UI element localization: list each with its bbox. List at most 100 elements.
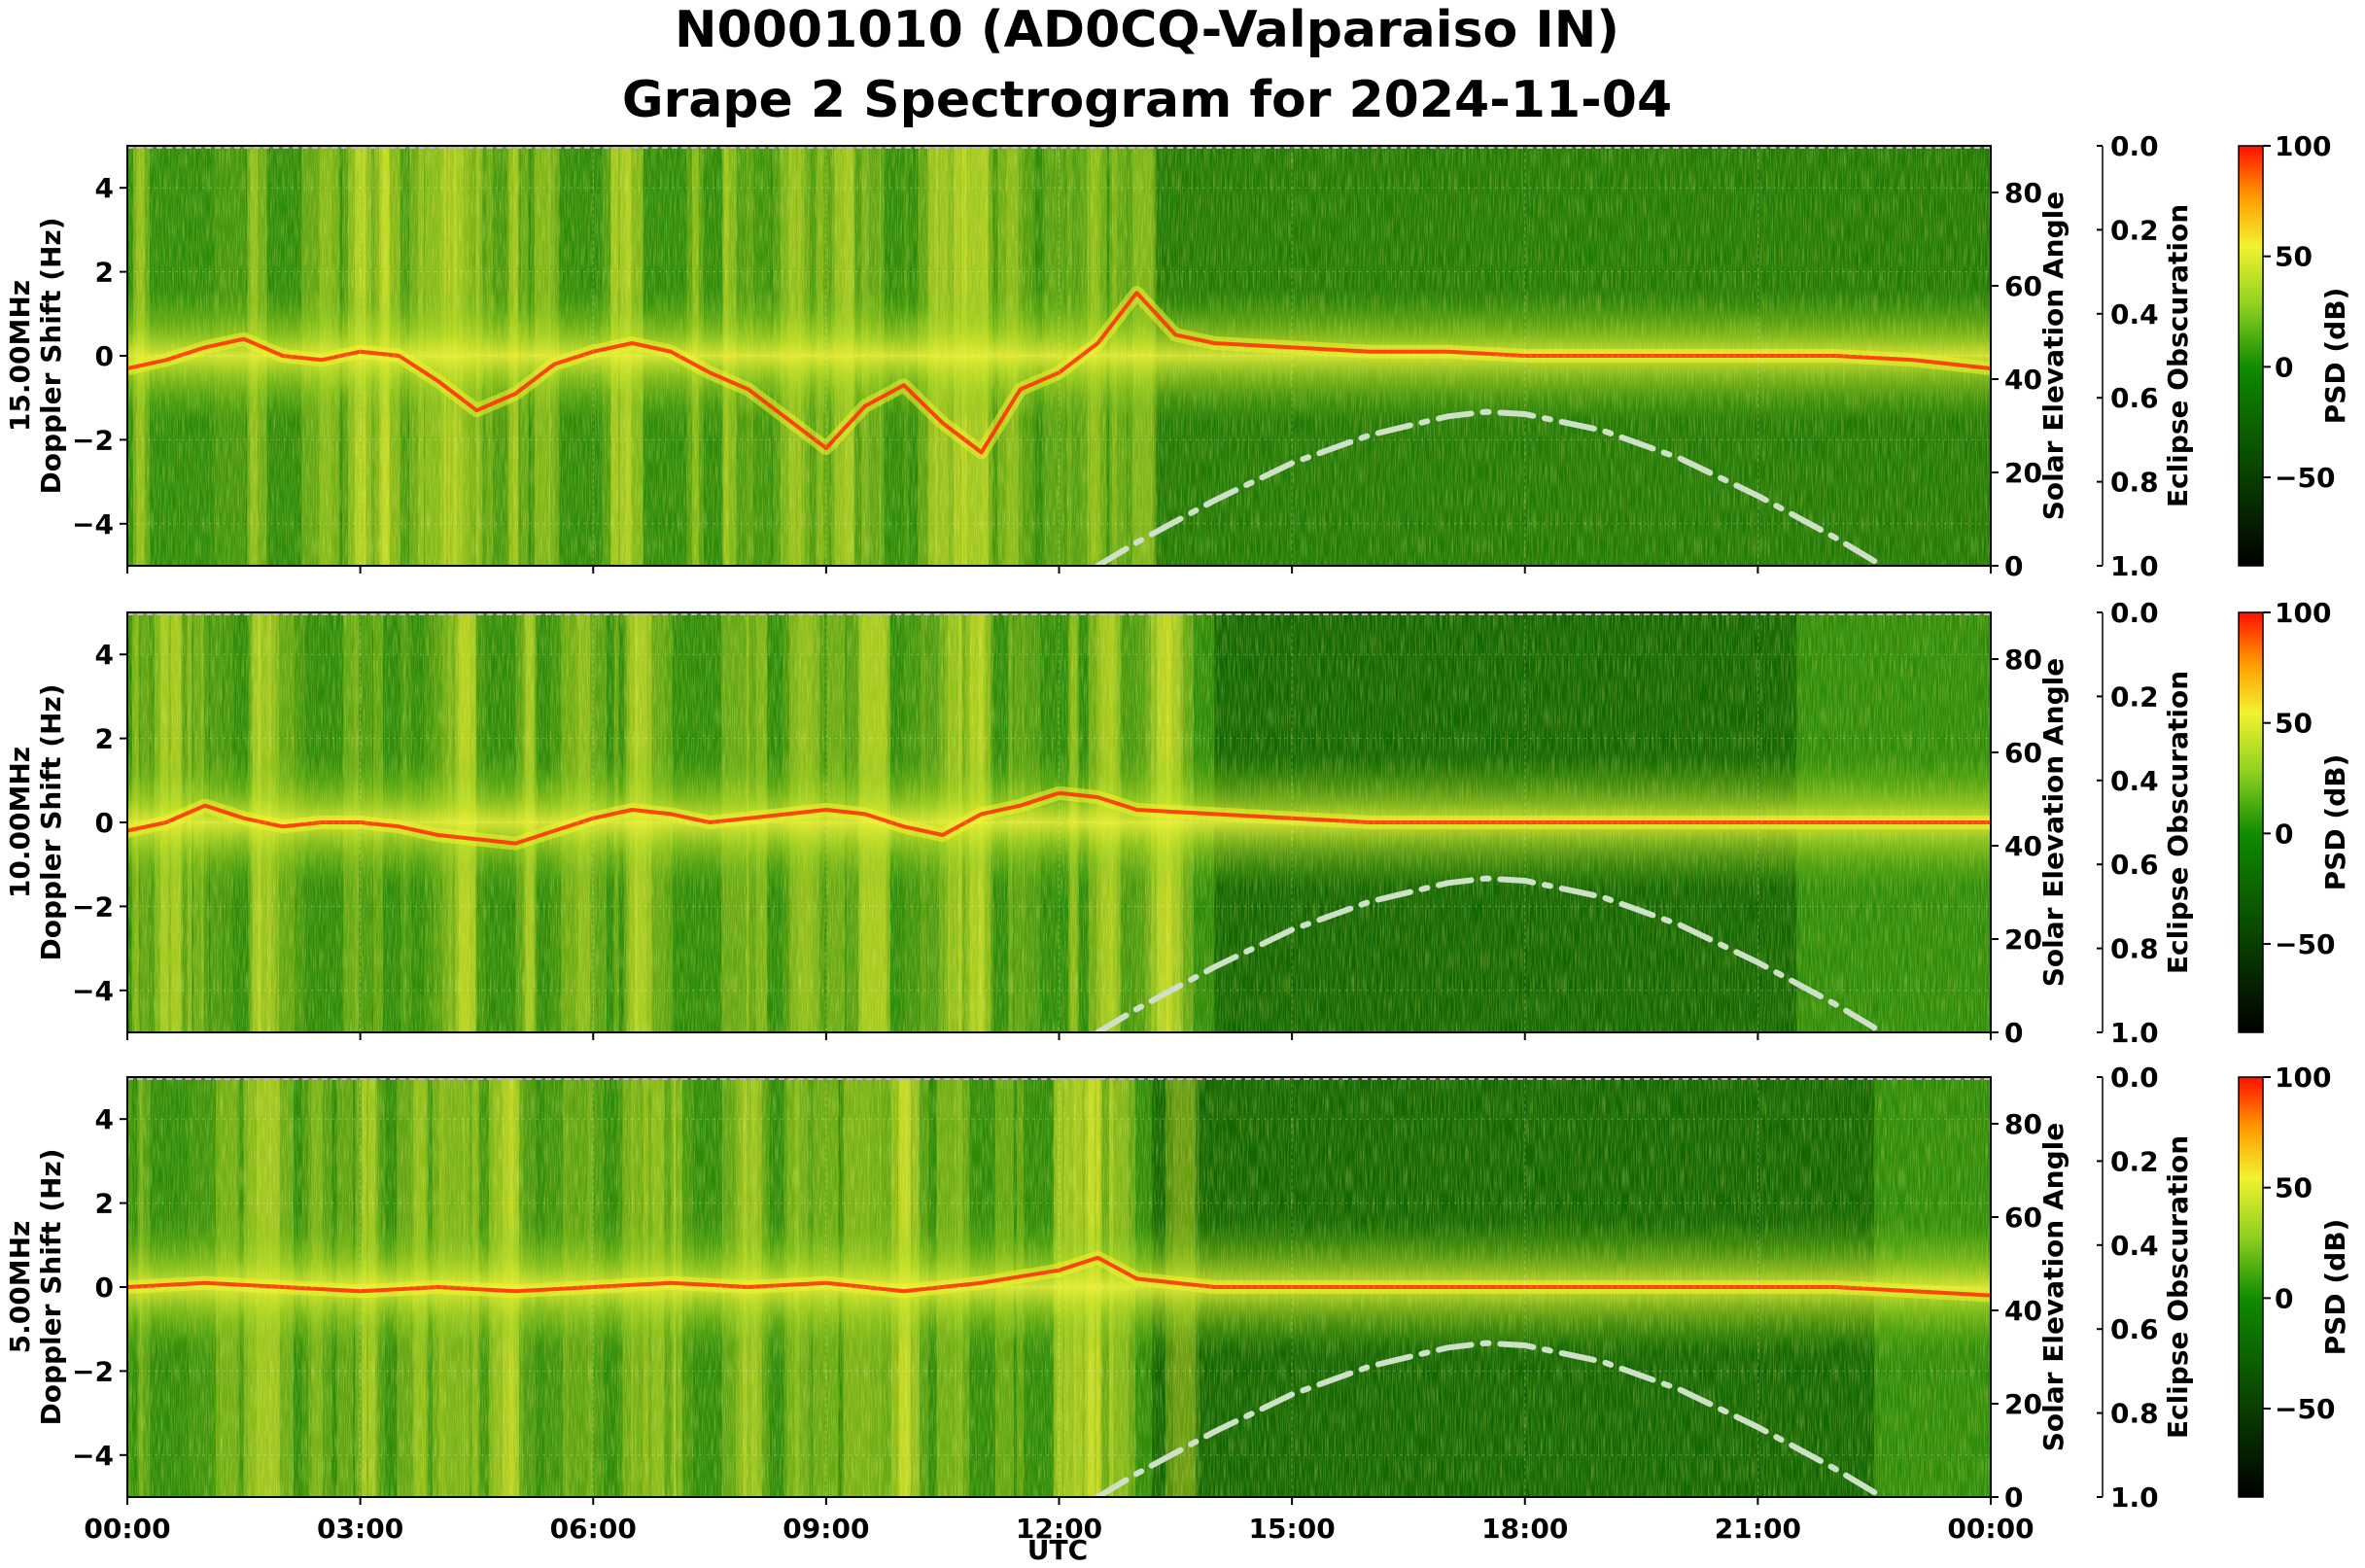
doppler-trace <box>127 291 1991 455</box>
colorbar-tick-label: −50 <box>2275 1393 2335 1425</box>
figure-title-line1: N0001010 (AD0CQ-Valparaiso IN) <box>675 1 1619 59</box>
y-tick-label: 4 <box>95 1103 114 1135</box>
eclipse-tick-label: 0.6 <box>2110 849 2159 881</box>
eclipse-axis-label: Eclipse Obscuration <box>2162 1135 2194 1439</box>
y-tick-label: 4 <box>95 172 114 204</box>
eclipse-tick-label: 0.8 <box>2110 467 2159 499</box>
eclipse-tick-label: 0.2 <box>2110 680 2159 713</box>
secondary-tick-label: 60 <box>2004 270 2042 302</box>
colorbar-tick-label: 50 <box>2275 1172 2313 1204</box>
x-tick-label: 06:00 <box>550 1513 637 1545</box>
solar-elevation-curve <box>1095 408 1886 566</box>
secondary-tick-label: 40 <box>2004 830 2042 862</box>
doppler-trace <box>127 790 1991 846</box>
eclipse-tick-label: 0.2 <box>2110 1145 2159 1177</box>
secondary-tick-label: 80 <box>2004 644 2042 676</box>
eclipse-tick-label: 1.0 <box>2110 1481 2159 1514</box>
y-tick-label: 2 <box>95 1188 114 1220</box>
x-tick-label: 00:00 <box>84 1513 170 1545</box>
eclipse-tick-label: 0.0 <box>2110 597 2159 629</box>
x-axis-label: UTC <box>1027 1534 1088 1566</box>
eclipse-tick-label: 0.2 <box>2110 214 2159 246</box>
solar-elevation-curve <box>1095 875 1886 1032</box>
x-tick-label: 15:00 <box>1249 1513 1336 1545</box>
eclipse-tick-label: 0.4 <box>2110 1230 2159 1262</box>
panel-frequency-label: 10.00MHz <box>4 747 36 898</box>
eclipse-tick-label: 0.0 <box>2110 130 2159 162</box>
y-axis-label: Doppler Shift (Hz) <box>35 217 67 494</box>
panels: 420−2−415.00MHz Doppler Shift (Hz)0204060… <box>4 130 2351 1545</box>
secondary-axis-label: Solar Elevation Angle <box>2037 1123 2069 1451</box>
colorbar <box>2238 611 2264 1033</box>
x-tick-label: 09:00 <box>783 1513 869 1545</box>
x-tick-label: 18:00 <box>1481 1513 1568 1545</box>
secondary-tick-label: 80 <box>2004 1108 2042 1140</box>
eclipse-tick-label: 0.8 <box>2110 1398 2159 1430</box>
panel-3: 420−2−45.00MHz Doppler Shift (Hz)02040608… <box>4 1062 2351 1545</box>
spectrogram-image <box>127 146 1991 566</box>
spectrogram-image <box>127 612 1991 1032</box>
secondary-tick-label: 0 <box>2004 550 2023 582</box>
eclipse-tick-label: 1.0 <box>2110 550 2159 582</box>
y-tick-label: 0 <box>95 1272 114 1304</box>
colorbar <box>2238 145 2264 567</box>
x-tick-label: 00:00 <box>1947 1513 2034 1545</box>
colorbar-label: PSD (dB) <box>2319 1219 2351 1356</box>
y-tick-label: 2 <box>95 257 114 289</box>
eclipse-tick-label: 1.0 <box>2110 1017 2159 1049</box>
colorbar-tick-label: −50 <box>2275 928 2335 960</box>
panel-2: 420−2−410.00MHz Doppler Shift (Hz)0204060… <box>4 597 2351 1049</box>
x-tick-label: 12:00 <box>1016 1513 1102 1545</box>
eclipse-tick-label: 0.4 <box>2110 765 2159 797</box>
y-tick-label: 0 <box>95 807 114 839</box>
y-tick-label: −4 <box>72 508 114 540</box>
panel-frequency-label: 5.00MHz <box>4 1221 36 1354</box>
panel-1: 420−2−415.00MHz Doppler Shift (Hz)0204060… <box>4 130 2351 582</box>
figure-title-line2: Grape 2 Spectrogram for 2024-11-04 <box>622 71 1672 129</box>
panel-frequency-label: 15.00MHz <box>4 280 36 432</box>
secondary-axis-label: Solar Elevation Angle <box>2037 658 2069 987</box>
solar-elevation-curve <box>1095 1340 1886 1497</box>
eclipse-tick-label: 0.8 <box>2110 933 2159 965</box>
colorbar-tick-label: 0 <box>2275 351 2293 383</box>
x-tick-label: 21:00 <box>1715 1513 1801 1545</box>
secondary-tick-label: 60 <box>2004 737 2042 769</box>
colorbar-tick-label: 0 <box>2275 818 2293 850</box>
y-tick-label: −2 <box>72 1355 114 1387</box>
colorbar-tick-label: 100 <box>2275 597 2331 629</box>
secondary-axis-label: Solar Elevation Angle <box>2037 192 2069 520</box>
colorbar-tick-label: −50 <box>2275 462 2335 494</box>
y-tick-label: 0 <box>95 340 114 372</box>
secondary-tick-label: 60 <box>2004 1202 2042 1234</box>
secondary-tick-label: 20 <box>2004 923 2042 956</box>
colorbar-label: PSD (dB) <box>2319 754 2351 891</box>
spectrogram-image <box>127 1077 1991 1497</box>
y-tick-label: −4 <box>72 975 114 1007</box>
y-tick-label: −4 <box>72 1440 114 1472</box>
secondary-tick-label: 40 <box>2004 1295 2042 1327</box>
x-tick-label: 03:00 <box>317 1513 403 1545</box>
colorbar-tick-label: 0 <box>2275 1282 2293 1314</box>
y-axis-label: Doppler Shift (Hz) <box>35 1148 67 1425</box>
eclipse-tick-label: 0.6 <box>2110 382 2159 414</box>
colorbar-tick-label: 100 <box>2275 1062 2331 1094</box>
colorbar <box>2238 1076 2264 1498</box>
eclipse-tick-label: 0.0 <box>2110 1062 2159 1094</box>
secondary-tick-label: 20 <box>2004 457 2042 489</box>
colorbar-label: PSD (dB) <box>2319 288 2351 425</box>
eclipse-tick-label: 0.4 <box>2110 298 2159 331</box>
secondary-tick-label: 0 <box>2004 1017 2023 1049</box>
eclipse-axis-label: Eclipse Obscuration <box>2162 204 2194 507</box>
y-tick-label: −2 <box>72 424 114 456</box>
y-tick-label: −2 <box>72 890 114 923</box>
colorbar-tick-label: 50 <box>2275 708 2313 740</box>
eclipse-axis-label: Eclipse Obscuration <box>2162 671 2194 974</box>
eclipse-tick-label: 0.6 <box>2110 1313 2159 1345</box>
secondary-tick-label: 40 <box>2004 364 2042 396</box>
y-axis-label: Doppler Shift (Hz) <box>35 683 67 960</box>
secondary-tick-label: 20 <box>2004 1388 2042 1420</box>
y-tick-label: 2 <box>95 723 114 755</box>
y-tick-label: 4 <box>95 639 114 671</box>
doppler-trace <box>127 1255 1991 1298</box>
